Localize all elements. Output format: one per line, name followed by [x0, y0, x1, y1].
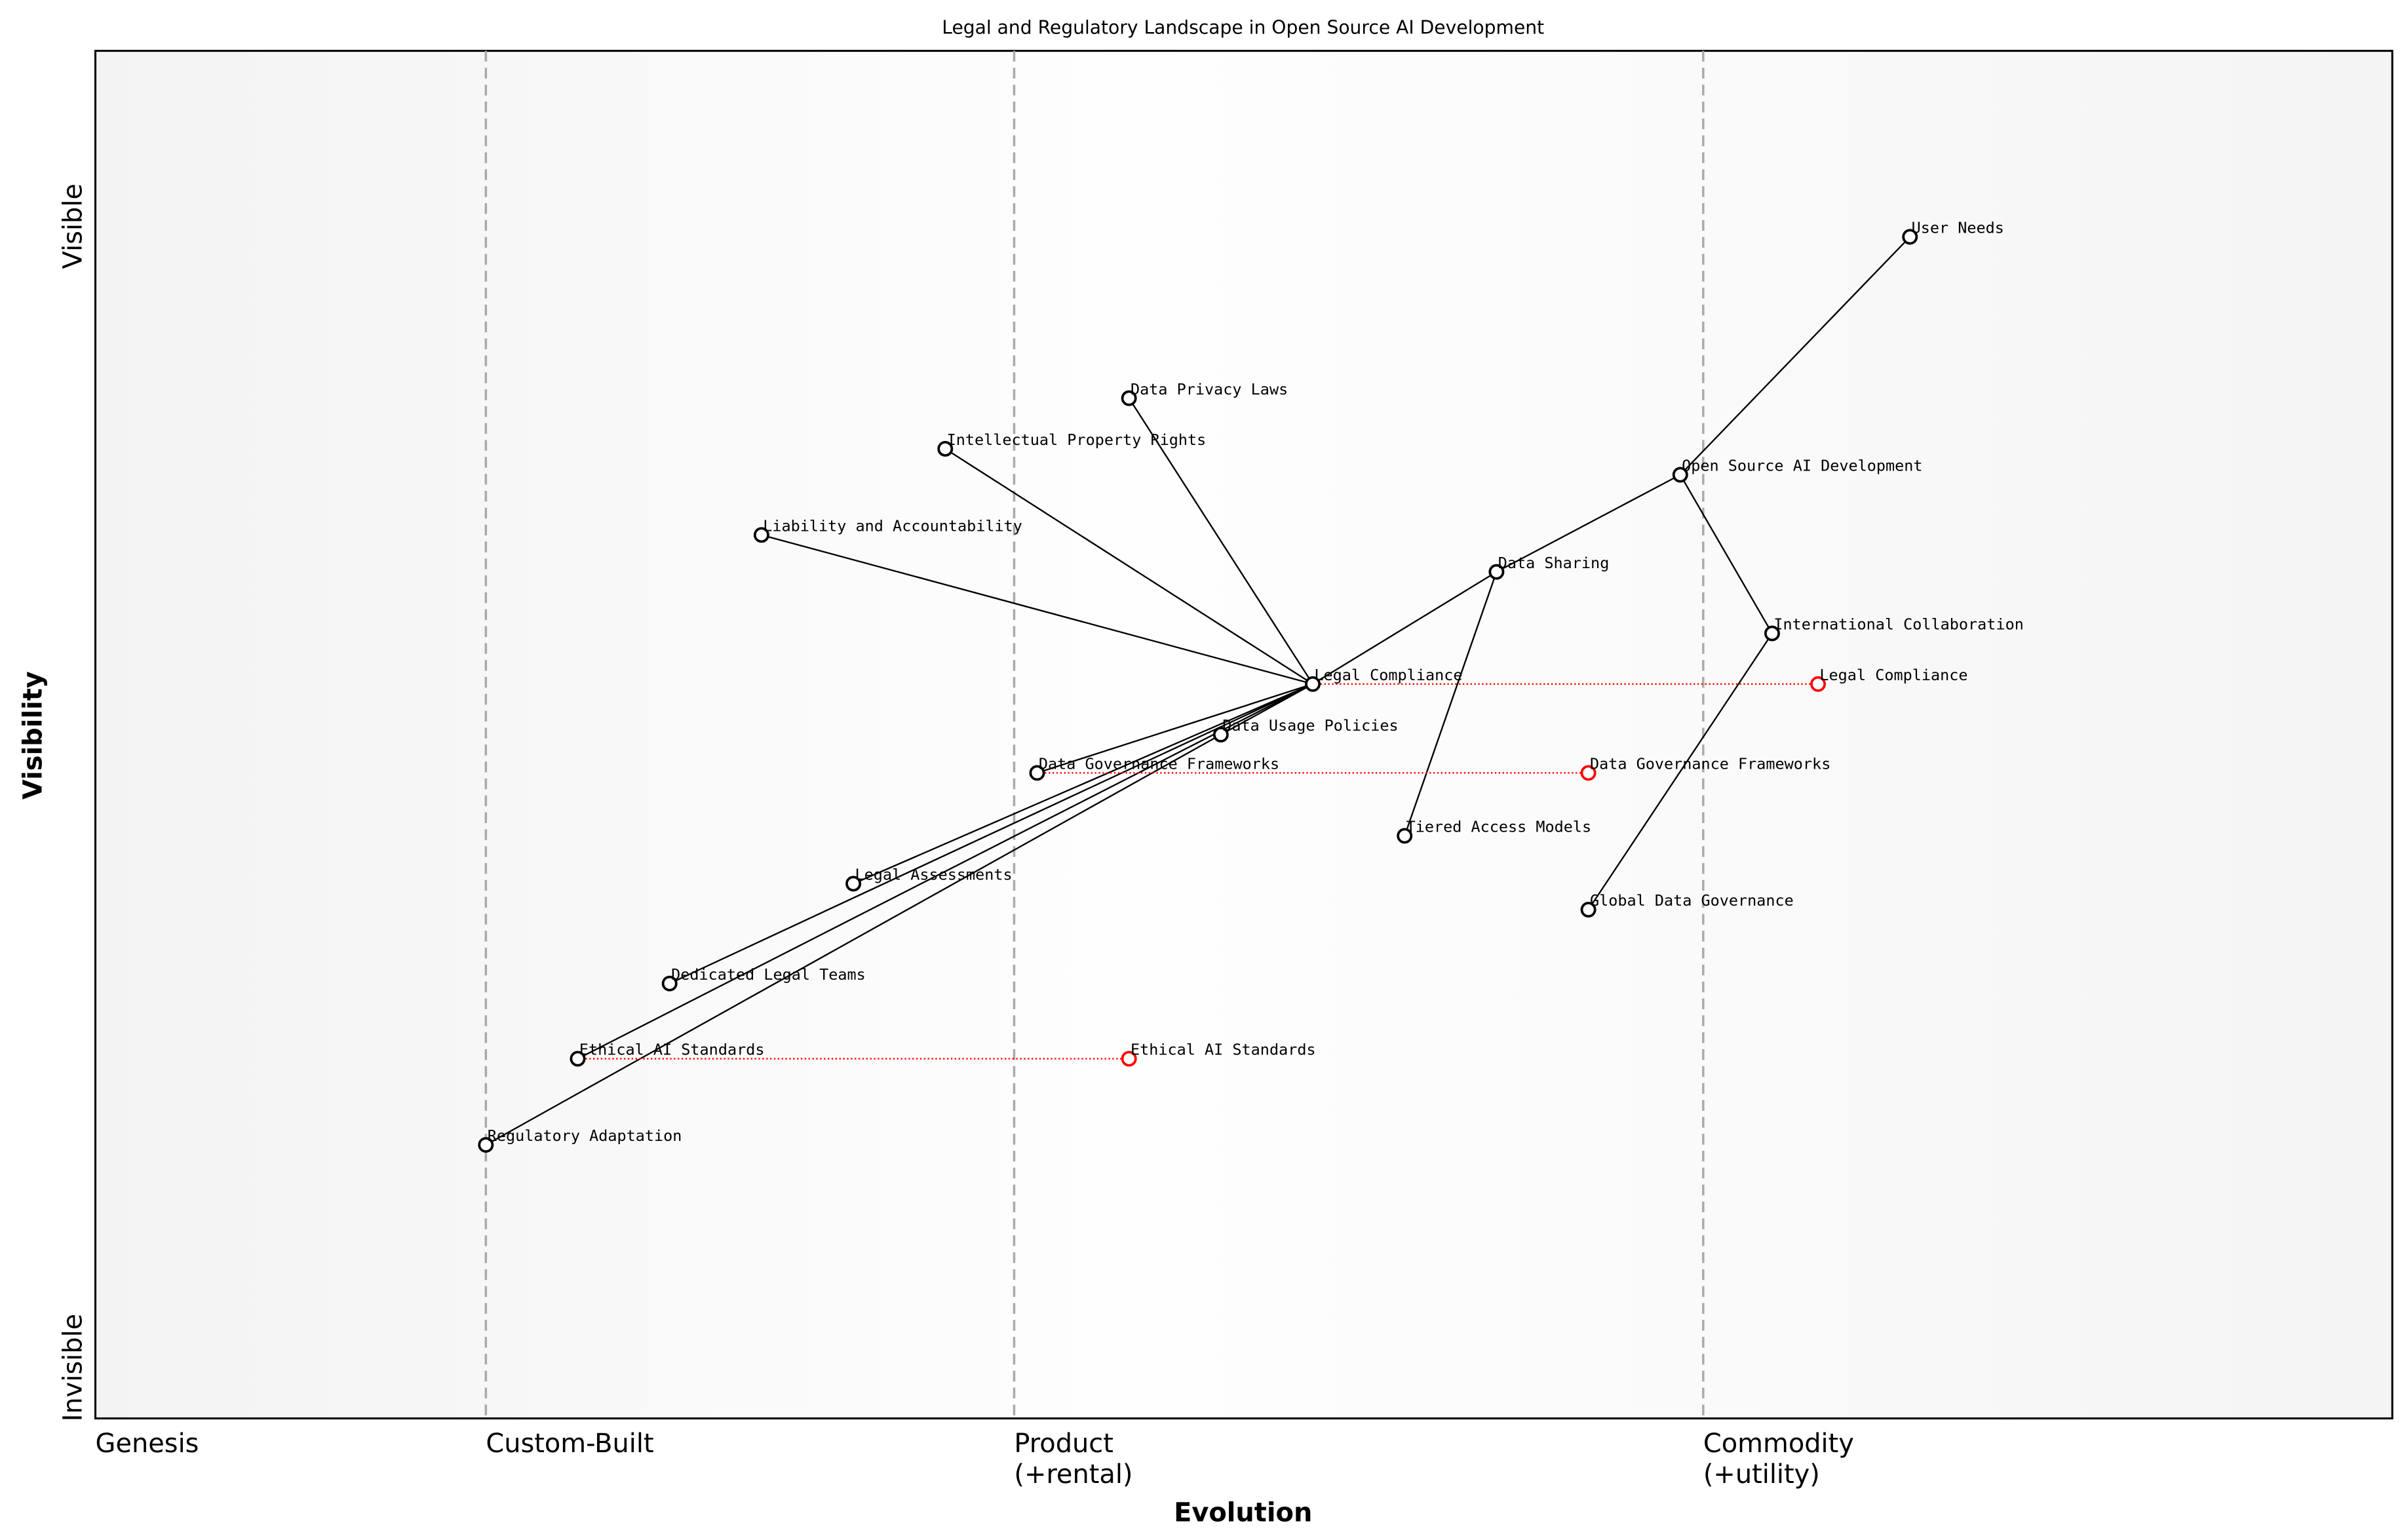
- dependency-link: [1037, 683, 1313, 774]
- component-label: Global Data Governance: [1590, 891, 1794, 910]
- x-tick-label: Commodity (+utility): [1703, 1429, 1854, 1490]
- dependency-link: [1128, 398, 1314, 685]
- evolved-component-label: Ethical AI Standards: [1131, 1041, 1316, 1059]
- component-marker[interactable]: [478, 1137, 494, 1153]
- component-label: Legal Assessments: [855, 866, 1012, 884]
- dependency-link: [944, 448, 1313, 685]
- component-marker[interactable]: [1488, 564, 1505, 580]
- component-marker[interactable]: [1764, 625, 1780, 642]
- y-tick-visible: Visible: [58, 183, 88, 269]
- component-label: Data Sharing: [1498, 554, 1610, 572]
- dependency-link: [1679, 236, 1911, 476]
- component-marker[interactable]: [661, 975, 678, 991]
- dependency-link: [1496, 474, 1681, 573]
- component-label: Open Source AI Development: [1682, 457, 1922, 475]
- evolved-component-marker[interactable]: [1580, 765, 1597, 781]
- component-marker[interactable]: [1029, 765, 1045, 781]
- component-label: Tiered Access Models: [1406, 818, 1592, 836]
- component-marker[interactable]: [1121, 390, 1137, 406]
- dependency-link: [485, 733, 1222, 1146]
- component-marker[interactable]: [753, 527, 769, 543]
- component-label: User Needs: [1912, 219, 2004, 237]
- dependency-link: [853, 683, 1313, 885]
- dependency-link: [1312, 571, 1498, 685]
- y-tick-invisible: Invisible: [58, 1314, 88, 1422]
- x-tick-label: Custom-Built: [486, 1429, 653, 1459]
- component-label: Dedicated Legal Teams: [671, 965, 866, 984]
- component-marker[interactable]: [845, 876, 862, 892]
- component-marker[interactable]: [1580, 902, 1597, 918]
- x-axis-label: Evolution: [1174, 1498, 1312, 1528]
- component-label: International Collaboration: [1773, 615, 2023, 634]
- x-tick-label: Product (+rental): [1014, 1429, 1132, 1490]
- component-marker[interactable]: [937, 440, 954, 457]
- evolved-component-label: Legal Compliance: [1819, 666, 1967, 684]
- evolved-component-marker[interactable]: [1810, 676, 1827, 692]
- component-marker[interactable]: [1902, 229, 1918, 245]
- component-label: Data Governance Frameworks: [1039, 755, 1279, 773]
- x-tick-label: Genesis: [96, 1429, 199, 1459]
- component-marker[interactable]: [1397, 828, 1413, 844]
- component-marker[interactable]: [1672, 467, 1688, 483]
- dependency-link: [761, 534, 1313, 685]
- component-label: Regulatory Adaptation: [488, 1126, 682, 1145]
- component-label: Data Usage Policies: [1222, 716, 1398, 735]
- evolved-component-label: Data Governance Frameworks: [1590, 755, 1830, 773]
- plot-area: [94, 50, 2393, 1419]
- component-marker[interactable]: [570, 1050, 586, 1067]
- component-label: Legal Compliance: [1314, 666, 1462, 684]
- component-label: Data Privacy Laws: [1131, 380, 1288, 398]
- dependency-link: [1404, 571, 1498, 836]
- chart-title: Legal and Regulatory Landscape in Open S…: [942, 17, 1544, 39]
- dependency-link: [1679, 474, 1773, 634]
- y-axis-label: Visibility: [18, 671, 48, 799]
- evolved-component-marker[interactable]: [1121, 1050, 1137, 1067]
- component-label: Ethical AI Standards: [579, 1041, 765, 1059]
- component-label: Liability and Accountability: [763, 516, 1022, 535]
- component-marker[interactable]: [1212, 727, 1229, 742]
- dependency-link: [669, 683, 1313, 984]
- component-marker[interactable]: [1305, 676, 1321, 692]
- dependency-link: [577, 683, 1313, 1060]
- component-label: Intellectual Property Rights: [947, 431, 1207, 449]
- dependency-link: [1587, 632, 1773, 910]
